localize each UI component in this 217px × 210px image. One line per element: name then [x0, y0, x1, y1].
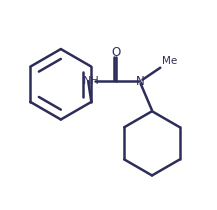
Text: N: N [136, 75, 145, 88]
Text: O: O [111, 46, 120, 59]
Text: Me: Me [162, 56, 177, 66]
Text: NH: NH [82, 76, 99, 86]
